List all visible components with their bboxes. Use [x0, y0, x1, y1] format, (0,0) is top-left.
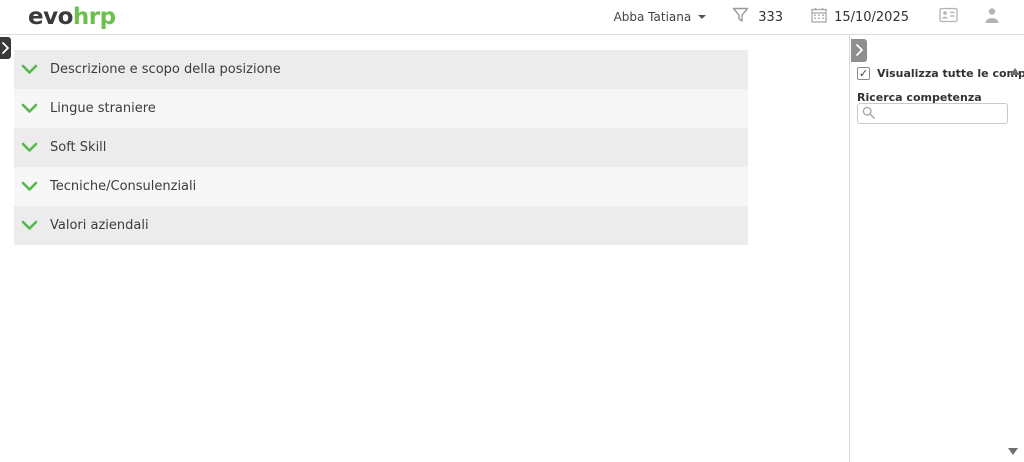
accordion-list: Descrizione e scopo della posizione Ling… [14, 50, 748, 245]
date-picker[interactable]: 15/10/2025 [811, 7, 909, 27]
calendar-icon [811, 7, 827, 27]
search-label: Ricerca competenza [857, 91, 982, 104]
logo-text-hrp: hrp [72, 4, 116, 30]
accordion-section-lingue[interactable]: Lingue straniere [14, 89, 748, 128]
id-badge-icon [939, 7, 958, 27]
chevron-down-icon [21, 64, 38, 75]
chevron-down-icon [21, 220, 38, 231]
checkbox[interactable]: ✓ [857, 67, 870, 80]
profile-person-icon [984, 7, 1000, 28]
chevron-down-icon [21, 181, 38, 192]
logo-text-evo: evo [28, 4, 73, 30]
top-header: evohrp Abba Tatiana 333 [0, 0, 1024, 35]
accordion-section-tecniche[interactable]: Tecniche/Consulenziali [14, 167, 748, 206]
user-name: Abba Tatiana [613, 10, 692, 24]
show-all-competences-toggle[interactable]: ✓ Visualizza tutte le competenze [857, 67, 1024, 80]
accordion-section-descrizione[interactable]: Descrizione e scopo della posizione [14, 50, 748, 89]
filter-button[interactable]: 333 [732, 7, 783, 27]
scroll-down-arrow-icon[interactable] [1008, 448, 1018, 455]
accordion-section-label: Lingue straniere [50, 101, 156, 116]
filter-count: 333 [758, 9, 784, 25]
chevron-right-icon [2, 39, 9, 58]
left-panel-expand-tab[interactable] [0, 37, 11, 59]
panel-divider [849, 35, 850, 462]
accordion-section-valori[interactable]: Valori aziendali [14, 206, 748, 245]
accordion-section-label: Tecniche/Consulenziali [50, 179, 197, 194]
accordion-section-label: Valori aziendali [50, 218, 149, 233]
competence-search-input[interactable] [879, 107, 1003, 120]
id-badge-button[interactable] [939, 7, 958, 27]
chevron-down-icon [698, 15, 707, 19]
right-panel-collapse-tab[interactable] [851, 39, 867, 62]
filter-funnel-icon [732, 7, 749, 27]
chevron-down-icon [21, 142, 38, 153]
scroll-up-arrow-icon[interactable] [1010, 68, 1020, 75]
accordion-section-label: Descrizione e scopo della posizione [50, 62, 281, 77]
current-date: 15/10/2025 [834, 9, 909, 25]
chevron-down-icon [21, 103, 38, 114]
chevron-right-icon [855, 41, 863, 60]
accordion-section-label: Soft Skill [50, 140, 107, 155]
profile-button[interactable] [984, 7, 1000, 28]
accordion-section-soft-skill[interactable]: Soft Skill [14, 128, 748, 167]
user-menu[interactable]: Abba Tatiana [614, 10, 707, 24]
search-icon [862, 104, 875, 123]
checkbox-label: Visualizza tutte le competenze [877, 67, 1024, 80]
app-logo[interactable]: evohrp [28, 4, 116, 30]
competence-search-box[interactable] [857, 103, 1008, 124]
